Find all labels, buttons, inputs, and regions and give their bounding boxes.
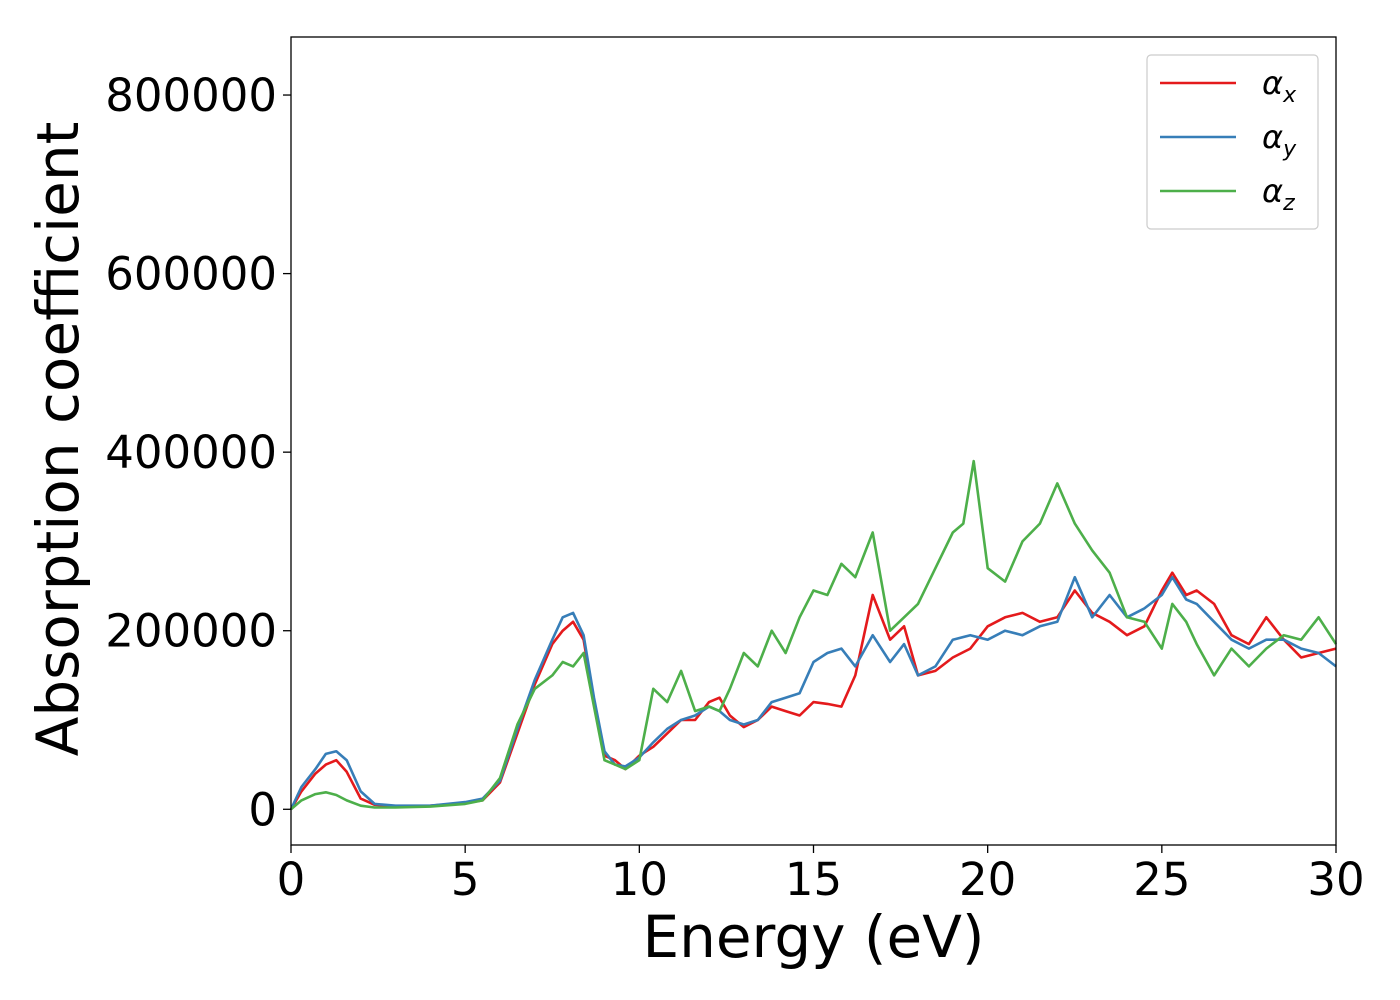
x-tick-label: 5 xyxy=(451,853,480,906)
y-tick-label: 800000 xyxy=(105,69,277,122)
series-layer xyxy=(289,459,1338,811)
y-tick-label: 200000 xyxy=(105,605,277,658)
series-line-z xyxy=(290,459,1338,811)
x-tick-label: 15 xyxy=(785,853,842,906)
series-line-x xyxy=(289,571,1337,810)
x-axis-label: Energy (eV) xyxy=(642,903,984,971)
x-tick-label: 20 xyxy=(959,853,1016,906)
legend-box xyxy=(1146,54,1319,230)
legend: αx αy αz xyxy=(1146,54,1319,230)
x-axis-ticks: 0 5 10 15 20 25 30 xyxy=(277,845,1365,906)
legend-items: αx αy αz xyxy=(1160,64,1297,216)
legend-label-z: αz xyxy=(1262,172,1295,216)
y-axis-label: Absorption coefficient xyxy=(24,122,92,757)
legend-label-x: αx xyxy=(1262,64,1297,108)
y-axis-ticks: 0 200000 400000 600000 800000 xyxy=(105,69,291,836)
x-tick-label: 30 xyxy=(1307,853,1364,906)
x-tick-label: 25 xyxy=(1133,853,1190,906)
x-tick-label: 0 xyxy=(277,853,306,906)
x-tick-label: 10 xyxy=(611,853,668,906)
legend-label-y: αy xyxy=(1262,118,1297,162)
y-tick-label: 0 xyxy=(248,783,277,836)
y-tick-label: 600000 xyxy=(105,248,277,301)
y-tick-label: 400000 xyxy=(105,426,277,479)
